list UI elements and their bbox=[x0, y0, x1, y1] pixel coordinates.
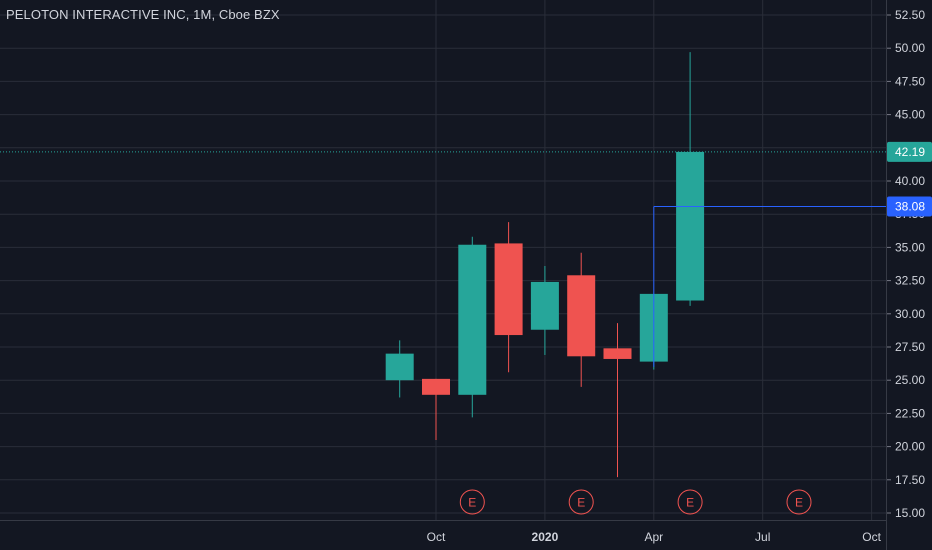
price-tick-label: 15.00 bbox=[895, 506, 925, 520]
candle-body bbox=[530, 281, 559, 330]
earnings-marker[interactable]: E bbox=[786, 489, 812, 515]
candle-body bbox=[494, 243, 523, 336]
price-tick-label: 32.50 bbox=[895, 274, 925, 288]
price-tick-label: 45.00 bbox=[895, 108, 925, 122]
price-tick-label: 17.50 bbox=[895, 473, 925, 487]
earnings-marker-circle bbox=[568, 489, 594, 515]
earnings-marker-circle bbox=[786, 489, 812, 515]
chart-title: PELOTON INTERACTIVE INC, 1M, Cboe BZX bbox=[6, 7, 280, 22]
time-tick-label: Oct bbox=[427, 530, 446, 544]
time-tick-label: Jul bbox=[755, 530, 770, 544]
candle-body bbox=[567, 275, 596, 357]
time-tick-label: 2020 bbox=[532, 530, 559, 544]
candle-body bbox=[603, 348, 632, 359]
crosshair-price-label-bg bbox=[887, 196, 932, 217]
time-tick-label: Oct bbox=[862, 530, 881, 544]
earnings-marker[interactable]: E bbox=[459, 489, 485, 515]
earnings-marker-circle bbox=[677, 489, 703, 515]
earnings-marker[interactable]: E bbox=[568, 489, 594, 515]
grid-lines bbox=[0, 0, 886, 520]
price-tick-label: 30.00 bbox=[895, 307, 925, 321]
candle-body bbox=[458, 244, 487, 395]
candle-body bbox=[422, 378, 450, 395]
earnings-marker-label: E bbox=[468, 496, 476, 510]
price-tick-label: 25.00 bbox=[895, 373, 925, 387]
last-price-label: 42.19 bbox=[895, 145, 925, 159]
earnings-marker[interactable]: E bbox=[677, 489, 703, 515]
price-tick-label: 27.50 bbox=[895, 340, 925, 354]
earnings-marker-label: E bbox=[686, 496, 694, 510]
crosshair-price-label: 38.08 bbox=[895, 199, 925, 213]
price-tick-label: 22.50 bbox=[895, 406, 925, 420]
earnings-marker-label: E bbox=[577, 496, 585, 510]
price-tick-label: 40.00 bbox=[895, 174, 925, 188]
last-price-label-bg bbox=[887, 141, 932, 162]
price-overlays: 42.19 38.08 bbox=[0, 141, 932, 367]
price-tick-label: 20.00 bbox=[895, 440, 925, 454]
earnings-marker-label: E bbox=[795, 496, 803, 510]
price-tick-label: 52.50 bbox=[895, 8, 925, 22]
earnings-marker-circle bbox=[459, 489, 485, 515]
price-tick-label: 35.00 bbox=[895, 240, 925, 254]
time-tick-label: Apr bbox=[644, 530, 663, 544]
candle-body bbox=[385, 353, 414, 381]
candle-body bbox=[676, 151, 705, 301]
price-tick-label: 50.00 bbox=[895, 41, 925, 55]
price-tick-label: 47.50 bbox=[895, 74, 925, 88]
price-axis[interactable]: 15.00 17.50 20.00 22.50 25.00 27.50 30.00 32.50… bbox=[886, 0, 926, 550]
time-axis[interactable]: Oct 2020 Apr Jul Oct bbox=[0, 520, 887, 545]
